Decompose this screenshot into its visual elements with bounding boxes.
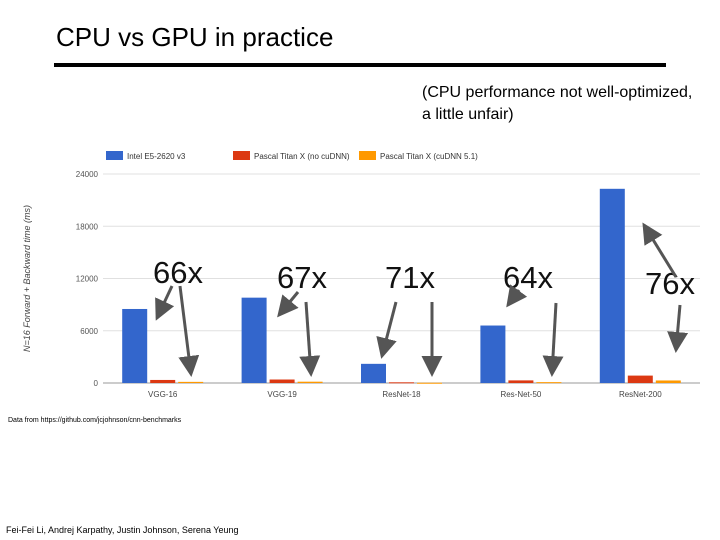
bar-vgg-16-series-2 xyxy=(150,379,176,383)
bar-resnet-200-series-3 xyxy=(655,380,681,383)
x-category-label: ResNet-200 xyxy=(619,390,662,399)
bar-vgg-19-series-3 xyxy=(297,381,323,383)
bar-resnet-200-series-2 xyxy=(627,375,653,383)
annotation-arrow xyxy=(376,301,398,359)
legend-swatch xyxy=(359,151,376,160)
bar-res-net-50-series-1 xyxy=(480,325,506,383)
y-tick-label: 0 xyxy=(94,379,99,388)
speedup-annotation: 64x xyxy=(503,260,553,295)
bar-resnet-18-series-2 xyxy=(389,382,414,384)
annotation-arrow xyxy=(155,285,175,321)
bar-resnet-18-series-1 xyxy=(361,363,386,383)
x-category-label: ResNet-18 xyxy=(382,390,421,399)
legend-label: Intel E5-2620 v3 xyxy=(127,152,186,161)
bar-vgg-19-series-1 xyxy=(241,297,267,383)
slide-title: CPU vs GPU in practice xyxy=(56,22,334,52)
data-source-note: Data from https://github.com/jcjohnson/c… xyxy=(8,417,182,424)
legend-label: Pascal Titan X (cuDNN 5.1) xyxy=(380,152,478,161)
y-tick-label: 18000 xyxy=(76,222,99,231)
speedup-annotation: 76x xyxy=(645,266,695,301)
note-text: (CPU performance not well-optimized, a l… xyxy=(422,84,693,123)
speedup-annotation: 67x xyxy=(277,260,327,295)
bar-res-net-50-series-3 xyxy=(536,382,562,384)
annotation-arrow xyxy=(542,302,564,377)
x-category-label: VGG-19 xyxy=(267,390,297,399)
legend-label: Pascal Titan X (no cuDNN) xyxy=(254,152,350,161)
legend-swatch xyxy=(233,151,250,160)
annotation-arrow xyxy=(299,301,321,377)
bar-res-net-50-series-2 xyxy=(508,380,534,383)
annotation-arrow xyxy=(667,304,689,353)
title-underline xyxy=(54,63,666,67)
annotation-arrow xyxy=(277,291,300,318)
bar-resnet-18-series-3 xyxy=(417,382,442,384)
annotation-arrow xyxy=(178,285,200,377)
y-tick-label: 6000 xyxy=(80,327,98,336)
x-category-label: Res-Net-50 xyxy=(500,390,541,399)
speedup-annotation: 66x xyxy=(153,255,203,290)
x-category-label: VGG-16 xyxy=(148,390,178,399)
y-tick-label: 12000 xyxy=(76,275,99,284)
bar-vgg-19-series-2 xyxy=(269,379,295,383)
speedup-annotation: 71x xyxy=(385,260,435,295)
bar-vgg-16-series-3 xyxy=(178,381,204,383)
y-axis-title: N=16 Forward + Backward time (ms) xyxy=(22,205,32,352)
bar-resnet-200-series-1 xyxy=(599,188,625,383)
annotation-arrow xyxy=(642,222,678,278)
bar-vgg-16-series-1 xyxy=(122,308,148,383)
author-credit: Fei-Fei Li, Andrej Karpathy, Justin John… xyxy=(6,525,239,535)
annotation-arrow xyxy=(506,284,528,308)
legend-swatch xyxy=(106,151,123,160)
y-tick-label: 24000 xyxy=(76,170,99,179)
